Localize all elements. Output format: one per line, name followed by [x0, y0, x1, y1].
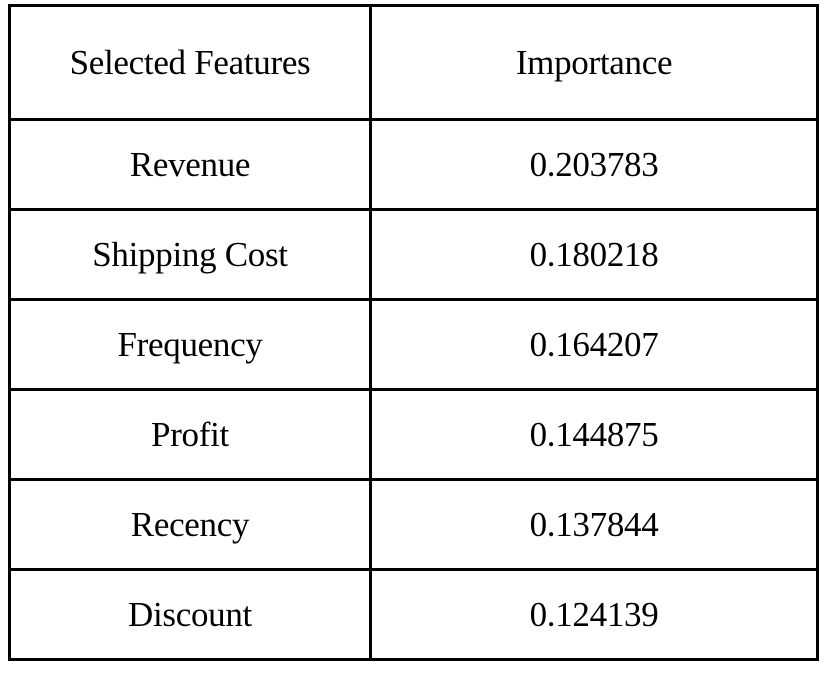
- feature-name-cell: Revenue: [8, 118, 372, 211]
- table-row: Shipping Cost 0.180218: [8, 208, 819, 301]
- feature-name-cell: Shipping Cost: [8, 208, 372, 301]
- importance-value-cell: 0.180218: [369, 208, 819, 301]
- importance-value-cell: 0.137844: [369, 478, 819, 571]
- importance-value-cell: 0.124139: [369, 568, 819, 661]
- table-row: Discount 0.124139: [8, 568, 819, 661]
- feature-name-cell: Frequency: [8, 298, 372, 391]
- column-header-importance: Importance: [369, 4, 819, 121]
- feature-name-cell: Discount: [8, 568, 372, 661]
- importance-value-cell: 0.144875: [369, 388, 819, 481]
- feature-name-cell: Profit: [8, 388, 372, 481]
- table-row: Recency 0.137844: [8, 478, 819, 571]
- table-row: Profit 0.144875: [8, 388, 819, 481]
- feature-name-cell: Recency: [8, 478, 372, 571]
- table-row: Revenue 0.203783: [8, 118, 819, 211]
- table-row: Frequency 0.164207: [8, 298, 819, 391]
- importance-value-cell: 0.164207: [369, 298, 819, 391]
- table-header-row: Selected Features Importance: [8, 4, 819, 121]
- feature-importance-table: Selected Features Importance Revenue 0.2…: [8, 4, 819, 661]
- importance-value-cell: 0.203783: [369, 118, 819, 211]
- column-header-selected-features: Selected Features: [8, 4, 372, 121]
- feature-importance-table-container: Selected Features Importance Revenue 0.2…: [8, 4, 819, 661]
